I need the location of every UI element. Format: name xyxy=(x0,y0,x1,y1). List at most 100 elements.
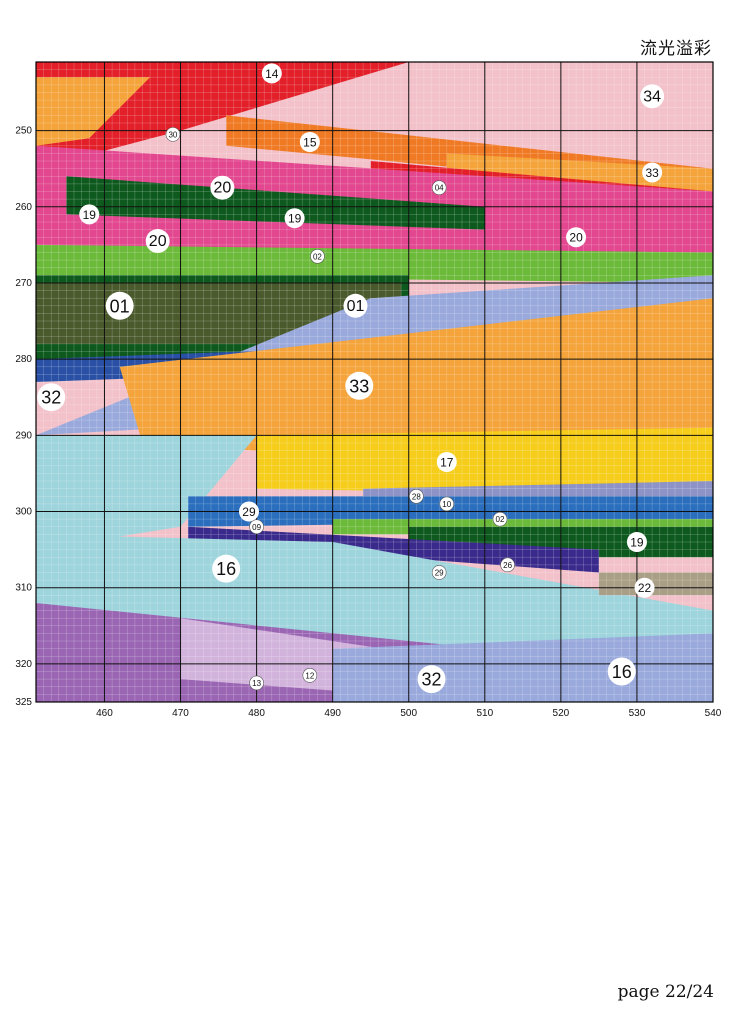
x-tick-label: 470 xyxy=(172,708,189,719)
symbol-label: 33 xyxy=(345,371,374,400)
symbol-label-text: 20 xyxy=(569,231,583,245)
symbol-label-circle xyxy=(165,127,181,142)
y-tick-label: 290 xyxy=(15,430,32,441)
symbol-label-text: 12 xyxy=(305,671,314,680)
symbol-label-circle xyxy=(79,204,100,225)
symbol-label: 09 xyxy=(249,519,264,535)
symbol-label: 01 xyxy=(105,291,134,320)
symbol-label-text: 29 xyxy=(242,505,256,519)
symbol-label-circle xyxy=(417,665,446,694)
symbol-label: 19 xyxy=(284,208,305,229)
symbol-label: 15 xyxy=(299,132,320,152)
x-tick-label: 460 xyxy=(96,708,113,719)
symbol-label-text: 32 xyxy=(422,670,442,690)
symbol-label: 29 xyxy=(431,565,447,580)
symbol-label-circle xyxy=(409,488,424,504)
symbol-label: 22 xyxy=(634,577,655,598)
symbol-label-circle xyxy=(640,84,665,109)
symbol-label-text: 10 xyxy=(442,500,451,509)
symbol-label-text: 01 xyxy=(110,296,130,316)
symbol-label: 01 xyxy=(343,293,368,318)
symbol-label-text: 28 xyxy=(412,492,421,501)
symbol-label-text: 19 xyxy=(83,208,97,222)
symbol-label-circle xyxy=(249,519,264,535)
symbol-label-circle xyxy=(439,496,455,512)
symbol-label-circle xyxy=(345,371,374,400)
symbol-label: 32 xyxy=(417,665,446,694)
symbol-label-text: 19 xyxy=(630,536,644,550)
symbol-label-text: 29 xyxy=(435,568,444,577)
symbol-label: 26 xyxy=(500,557,515,573)
cross-stitch-chart: 14 34 30 15 33 20 04 19 19 20 20 02 01 01 32 33 17 28 29 10… xyxy=(15,61,722,719)
symbol-label-circle xyxy=(310,248,325,264)
symbol-label: 29 xyxy=(238,501,259,522)
symbol-label-text: 33 xyxy=(349,376,369,396)
symbol-label-text: 04 xyxy=(435,184,444,193)
symbol-label: 19 xyxy=(79,204,100,225)
symbol-label: 20 xyxy=(566,227,587,248)
y-tick-label: 270 xyxy=(15,278,32,289)
x-tick-label: 520 xyxy=(553,708,570,719)
symbol-label: 30 xyxy=(165,127,181,142)
symbol-label: 12 xyxy=(302,668,318,683)
symbol-label-text: 02 xyxy=(496,515,505,524)
color-region-16 xyxy=(36,435,257,550)
symbol-label-circle xyxy=(105,291,134,320)
symbol-label-text: 20 xyxy=(213,180,231,197)
symbol-label-circle xyxy=(500,557,515,573)
y-tick-label: 260 xyxy=(15,202,32,213)
symbol-label-circle xyxy=(431,565,447,580)
pattern-title: 流光溢彩 xyxy=(640,39,712,59)
color-region-02 xyxy=(36,244,713,283)
symbol-label-circle xyxy=(37,383,66,412)
symbol-label-text: 22 xyxy=(638,581,652,595)
symbol-label: 10 xyxy=(439,496,455,512)
color-region-22 xyxy=(598,572,713,596)
y-tick-label: 325 xyxy=(15,697,32,708)
symbol-label: 13 xyxy=(249,675,264,691)
symbol-label-text: 01 xyxy=(347,298,365,315)
symbol-label: 33 xyxy=(642,162,663,183)
symbol-label-circle xyxy=(436,452,457,472)
symbol-label-circle xyxy=(566,227,587,248)
symbol-label-text: 15 xyxy=(303,136,317,150)
symbol-label: 20 xyxy=(145,229,170,254)
symbol-label-circle xyxy=(634,577,655,598)
symbol-label: 14 xyxy=(261,63,282,84)
color-region-19 xyxy=(66,176,485,230)
symbol-label: 02 xyxy=(310,248,325,264)
symbol-label-circle xyxy=(284,208,305,229)
symbol-label-circle xyxy=(212,554,241,583)
symbol-label-text: 34 xyxy=(643,88,661,105)
symbol-label-circle xyxy=(343,293,368,318)
symbol-label: 02 xyxy=(492,511,508,527)
symbol-label-circle xyxy=(302,668,318,683)
page-number: page 22/24 xyxy=(617,982,714,1002)
x-tick-label: 500 xyxy=(400,708,417,719)
symbol-label: 04 xyxy=(431,180,447,196)
y-tick-label: 280 xyxy=(15,354,32,365)
y-axis: 250 260 270 280 290 300 310 320 325 xyxy=(15,126,32,708)
symbol-label-circle xyxy=(261,63,282,84)
y-tick-label: 250 xyxy=(15,126,32,137)
symbol-label: 19 xyxy=(626,532,647,552)
symbol-label-circle xyxy=(249,675,264,691)
symbol-label: 28 xyxy=(409,488,424,504)
y-tick-label: 320 xyxy=(15,659,32,670)
x-tick-label: 480 xyxy=(248,708,265,719)
x-tick-label: 540 xyxy=(705,708,722,719)
symbol-label-circle xyxy=(492,511,508,527)
color-region-09 xyxy=(188,526,599,573)
chart-border xyxy=(35,61,714,703)
y-tick-label: 310 xyxy=(15,583,32,594)
symbol-label-circle xyxy=(626,532,647,552)
symbol-labels: 14 34 30 15 33 20 04 19 19 20 20 02 01 01 32 33 17 28 29 10… xyxy=(37,63,665,694)
color-region-33 xyxy=(36,77,151,146)
symbol-label-circle xyxy=(642,162,663,183)
symbol-label: 32 xyxy=(37,383,66,412)
symbol-label-circle xyxy=(238,501,259,522)
y-tick-label: 300 xyxy=(15,507,32,518)
x-tick-label: 510 xyxy=(476,708,493,719)
x-axis: 460 470 480 490 500 510 520 530 540 xyxy=(96,708,722,719)
symbol-label: 20 xyxy=(210,175,235,200)
